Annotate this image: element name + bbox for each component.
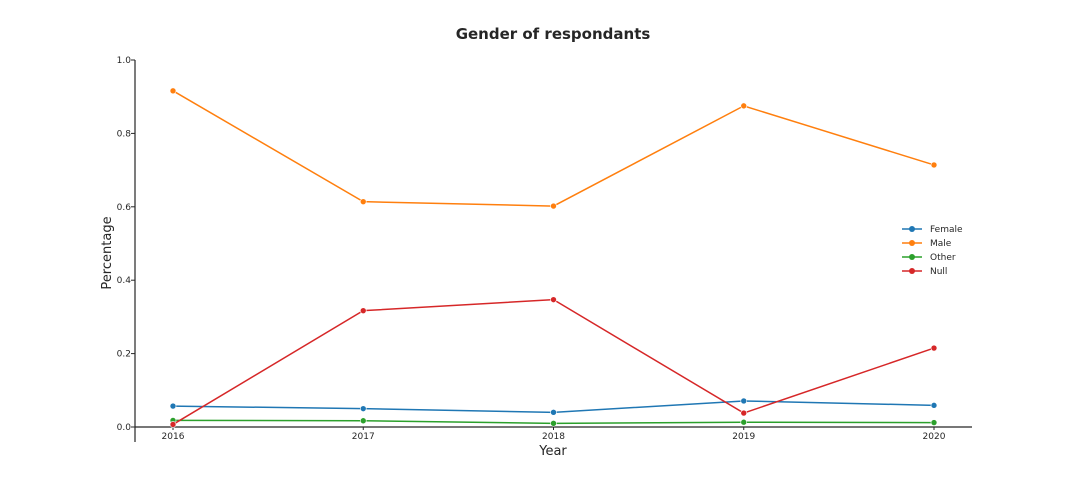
series-male xyxy=(169,87,938,210)
data-point-female xyxy=(169,402,177,410)
legend-item-male: Male xyxy=(902,239,952,249)
legend-label-null: Null xyxy=(930,267,947,277)
y-tick-label: 0.0 xyxy=(117,423,132,433)
data-point-other xyxy=(740,418,748,426)
x-axis: 2016 2017 2018 2019 2020 xyxy=(162,427,946,442)
legend-item-other: Other xyxy=(902,253,956,263)
series-line-null xyxy=(172,298,935,426)
data-point-null xyxy=(930,344,938,352)
data-point-null xyxy=(359,307,367,314)
data-point-female xyxy=(550,409,557,416)
chart-title: Gender of respondants xyxy=(456,25,651,43)
legend-label-other: Other xyxy=(930,253,956,263)
series-other xyxy=(169,417,938,427)
data-point-null xyxy=(169,421,177,428)
x-axis-label: Year xyxy=(538,444,567,459)
y-tick-label: 0.8 xyxy=(117,129,132,139)
legend-label-female: Female xyxy=(930,225,963,235)
y-tick-label: 0.2 xyxy=(117,350,131,360)
legend-marker-null xyxy=(909,268,915,274)
data-point-other xyxy=(359,417,367,425)
legend-marker-female xyxy=(909,226,915,232)
data-point-male xyxy=(169,87,177,95)
data-point-male xyxy=(550,202,557,210)
legend: Female Male Other Null xyxy=(902,225,963,277)
y-tick-label: 1.0 xyxy=(117,56,132,66)
legend-item-null: Null xyxy=(902,267,947,277)
x-tick-label: 2017 xyxy=(352,432,375,442)
y-tick-label: 0.6 xyxy=(117,203,132,213)
y-tick-label: 0.4 xyxy=(117,276,132,286)
x-tick-label: 2020 xyxy=(923,432,946,442)
y-axis: 0.0 0.2 0.4 0.6 0.8 1.0 xyxy=(117,56,135,433)
data-point-null xyxy=(550,296,557,303)
x-tick-label: 2016 xyxy=(162,432,185,442)
y-axis-label: Percentage xyxy=(100,216,115,289)
legend-item-female: Female xyxy=(902,225,963,235)
data-point-male xyxy=(740,102,748,110)
legend-marker-other xyxy=(909,254,915,260)
series-layer xyxy=(169,87,938,428)
data-point-female xyxy=(930,402,938,409)
data-point-null xyxy=(740,409,748,417)
data-point-female xyxy=(740,397,748,405)
legend-label-male: Male xyxy=(930,239,952,249)
data-point-female xyxy=(359,405,367,412)
series-female xyxy=(169,397,938,416)
x-tick-label: 2019 xyxy=(732,432,755,442)
legend-marker-male xyxy=(909,240,915,246)
data-point-male xyxy=(359,198,367,205)
data-point-male xyxy=(930,161,938,169)
series-line-male xyxy=(172,90,935,207)
series-null xyxy=(169,296,938,428)
data-point-other xyxy=(930,419,938,426)
data-point-other xyxy=(550,420,557,427)
x-tick-label: 2018 xyxy=(542,432,565,442)
